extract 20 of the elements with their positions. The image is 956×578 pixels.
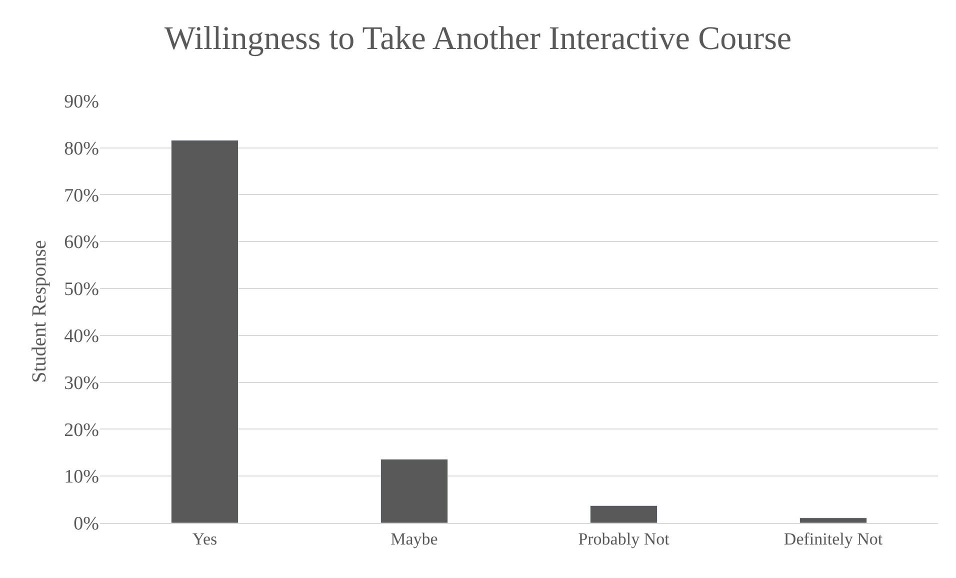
y-tick-label: 60% <box>64 232 100 254</box>
y-tick-label: 70% <box>64 185 100 206</box>
y-tick-label: 0% <box>74 514 100 535</box>
x-tick-label: Probably Not <box>578 529 670 548</box>
y-tick-label: 30% <box>64 372 100 394</box>
x-tick-label: Maybe <box>390 529 438 548</box>
bar <box>170 140 239 523</box>
x-tick-label: Yes <box>192 529 218 548</box>
y-tick-label: 20% <box>64 420 100 441</box>
y-axis-title: Student Response <box>28 240 51 383</box>
x-tick-label: Definitely Not <box>784 529 883 548</box>
bar <box>799 518 868 523</box>
bar <box>590 505 658 523</box>
y-tick-label: 90% <box>64 91 100 112</box>
bar <box>380 458 448 523</box>
y-tick-label: 10% <box>64 466 100 488</box>
chart-title: Willingness to Take Another Interactive Course <box>164 21 792 58</box>
y-tick-label: 80% <box>64 138 100 160</box>
y-tick-label: 40% <box>64 326 100 348</box>
y-tick-label: 50% <box>64 279 100 300</box>
